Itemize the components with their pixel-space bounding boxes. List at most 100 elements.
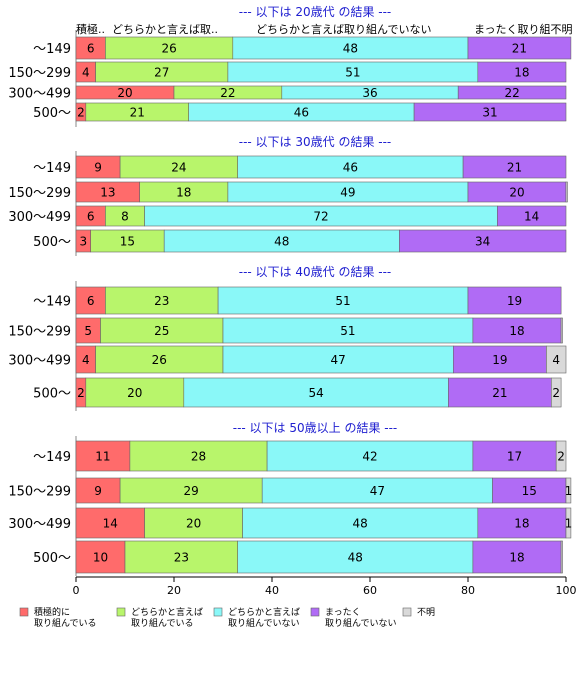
bar-segment [222,317,474,344]
bar-segment [399,229,567,253]
data-label: 51 [345,66,360,80]
x-tick-label: 100 [556,584,577,597]
data-label: 2 [77,386,85,400]
bar-segment [413,102,567,122]
data-label: 9 [94,484,102,498]
bar-segment [565,507,572,539]
data-label: 18 [509,324,524,338]
bar-segment [266,440,474,472]
legend-label: 積極的に取り組んでいる [34,606,97,629]
data-label: 18 [514,517,529,531]
legend-swatch [402,607,412,617]
bar-segment [492,477,567,504]
data-label: 29 [184,484,199,498]
bar-segment [467,286,562,315]
data-label: 14 [103,517,118,531]
data-label: 21 [512,42,527,56]
x-tick-label: 80 [461,584,475,597]
category-label: ～149 [33,450,71,465]
data-label: 11 [95,450,110,464]
group-title: --- 以下は 20歳代 の結果 --- [239,5,392,19]
bar-segment [242,507,479,539]
data-label: 46 [343,161,358,175]
data-label: 48 [343,42,358,56]
data-label: 24 [171,161,186,175]
category-label: 300～499 [8,210,71,225]
data-label: 49 [340,186,355,200]
data-label: 42 [362,450,377,464]
data-label: 26 [161,42,176,56]
data-label: 6 [87,294,95,308]
data-label: 17 [507,450,522,464]
data-label: 26 [152,353,167,367]
bar-segment [222,345,454,374]
bar-segment [217,286,469,315]
x-tick-label: 40 [265,584,279,597]
data-label: 21 [130,106,145,120]
bar-segment [560,540,563,574]
bar-segment [237,540,474,574]
data-label: 72 [313,210,328,224]
data-label: 22 [504,86,519,100]
category-label: ～149 [33,295,71,310]
bar-segment [95,345,224,374]
bar-segment [565,477,572,504]
x-tick-label: 60 [363,584,377,597]
bar-segment [462,155,567,179]
data-label: 51 [335,294,350,308]
data-label: 14 [524,210,539,224]
column-header: どちらかと言えば取り組んでいない [256,23,431,36]
bar-segment [183,377,449,408]
category-label: ～149 [33,42,71,57]
data-label: 20 [117,86,132,100]
category-label: 500～ [33,387,71,402]
data-label: 28 [191,450,206,464]
bar-segment [452,345,547,374]
bar-segment [477,507,567,539]
bar-segment [75,540,126,574]
bar-segment [124,540,238,574]
bar-segment [497,205,567,227]
data-label: 6 [87,42,95,56]
data-label: 13 [100,186,115,200]
category-label: 300～499 [8,354,71,369]
category-label: 500～ [33,551,71,566]
data-label: 2 [77,106,85,120]
data-label: 6 [87,210,95,224]
legend-swatch [19,607,29,617]
data-label: 2 [552,386,560,400]
legend-label: まったく取り組んでいない [325,607,397,629]
data-label: 19 [507,294,522,308]
column-header: まったく取り組不明 [474,23,573,36]
data-label: 1 [565,484,573,498]
bar-segment [75,477,121,504]
data-label: 8 [121,210,129,224]
data-label: 46 [294,106,309,120]
bar-segment [565,181,568,203]
data-label: 34 [475,235,490,249]
data-label: 23 [154,294,169,308]
data-label: 23 [174,551,189,565]
category-label: 500～ [33,106,71,121]
data-label: 21 [492,386,507,400]
data-label: 48 [348,551,363,565]
data-label: 18 [176,186,191,200]
data-label: 2 [557,450,565,464]
bar-segment [261,477,493,504]
category-label: 300～499 [8,87,71,102]
data-label: 18 [514,66,529,80]
bar-segment [75,440,131,472]
data-label: 19 [492,353,507,367]
bar-segment [467,36,572,60]
data-label: 20 [127,386,142,400]
x-tick-label: 0 [73,584,80,597]
legend-swatch [213,607,223,617]
bar-segment [472,440,557,472]
x-tick-label: 20 [167,584,181,597]
bar-segment [129,440,268,472]
bar-segment [560,317,563,344]
category-label: 300～499 [8,517,71,532]
category-label: 150～299 [8,325,71,340]
data-label: 21 [507,161,522,175]
bar-segment [550,377,562,408]
